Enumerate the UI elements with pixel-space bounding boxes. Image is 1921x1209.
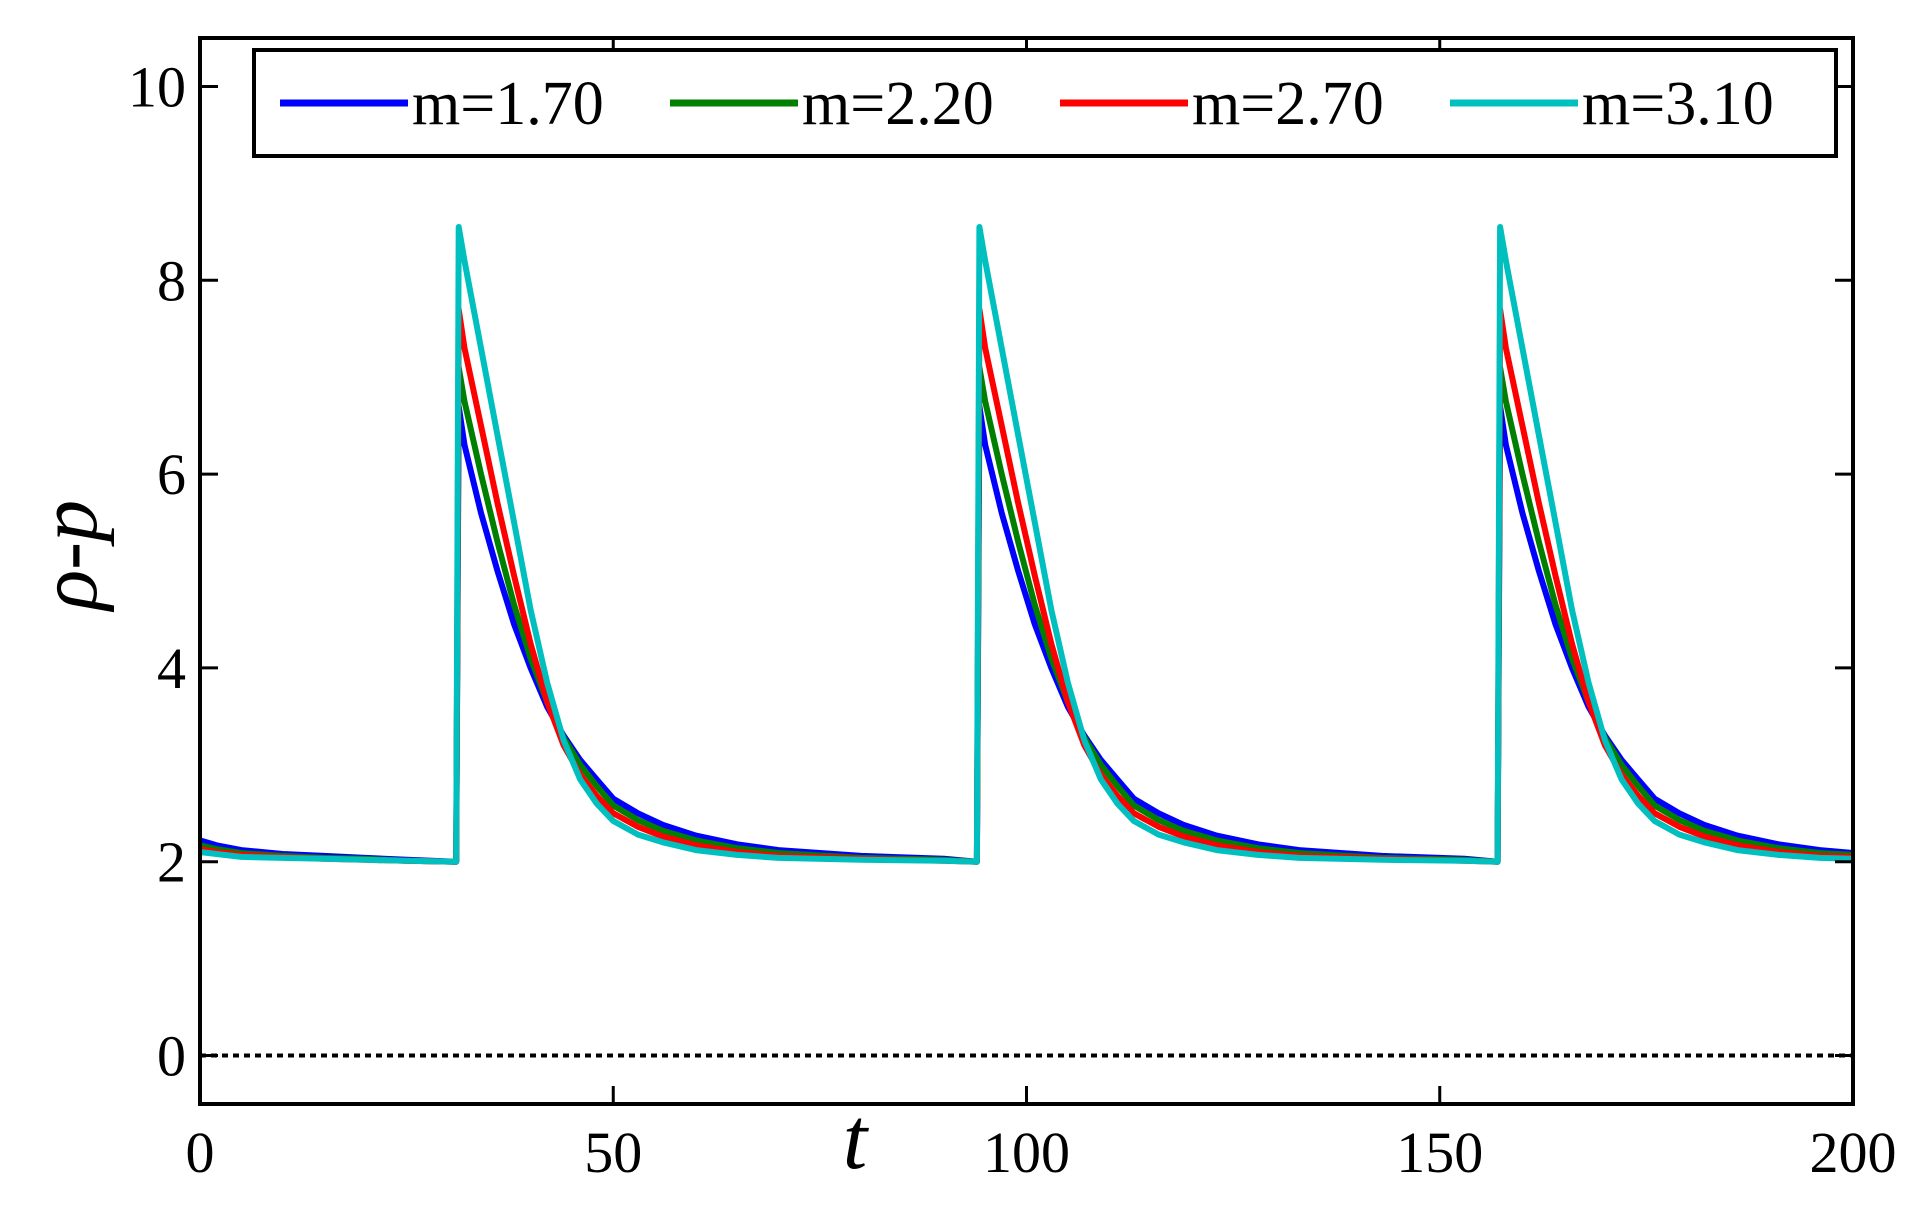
y-tick-label: 0 <box>157 1024 186 1089</box>
series-layer <box>199 224 1854 865</box>
series-line-3 <box>199 306 1854 865</box>
y-tick-label: 2 <box>157 830 186 895</box>
x-tick-label: 50 <box>584 1120 642 1185</box>
plot-frame <box>198 36 1855 1106</box>
x-axis-label: t <box>843 1091 870 1188</box>
y-axis-label: ρ-p <box>22 500 115 613</box>
legend: m=1.70 m=2.20 m=2.70 m=3.10 <box>252 48 1838 158</box>
series-line-4 <box>199 224 1854 865</box>
x-tick-label: 100 <box>983 1120 1070 1185</box>
y-tick-label: 8 <box>157 248 186 313</box>
legend-label: m=2.70 <box>1192 70 1384 138</box>
legend-label: m=3.10 <box>1582 70 1774 138</box>
legend-label: m=2.20 <box>802 70 994 138</box>
y-tick-label: 4 <box>157 636 186 701</box>
x-tick-label: 0 <box>186 1120 215 1185</box>
x-tick-label: 200 <box>1810 1120 1897 1185</box>
legend-label: m=1.70 <box>412 70 604 138</box>
y-tick-label: 10 <box>128 54 186 119</box>
y-tick-label: 6 <box>157 442 186 507</box>
x-tick-label: 150 <box>1396 1120 1483 1185</box>
tick-label-layer: 0 50 100 150 200 0 2 4 6 8 10 <box>128 54 1897 1185</box>
